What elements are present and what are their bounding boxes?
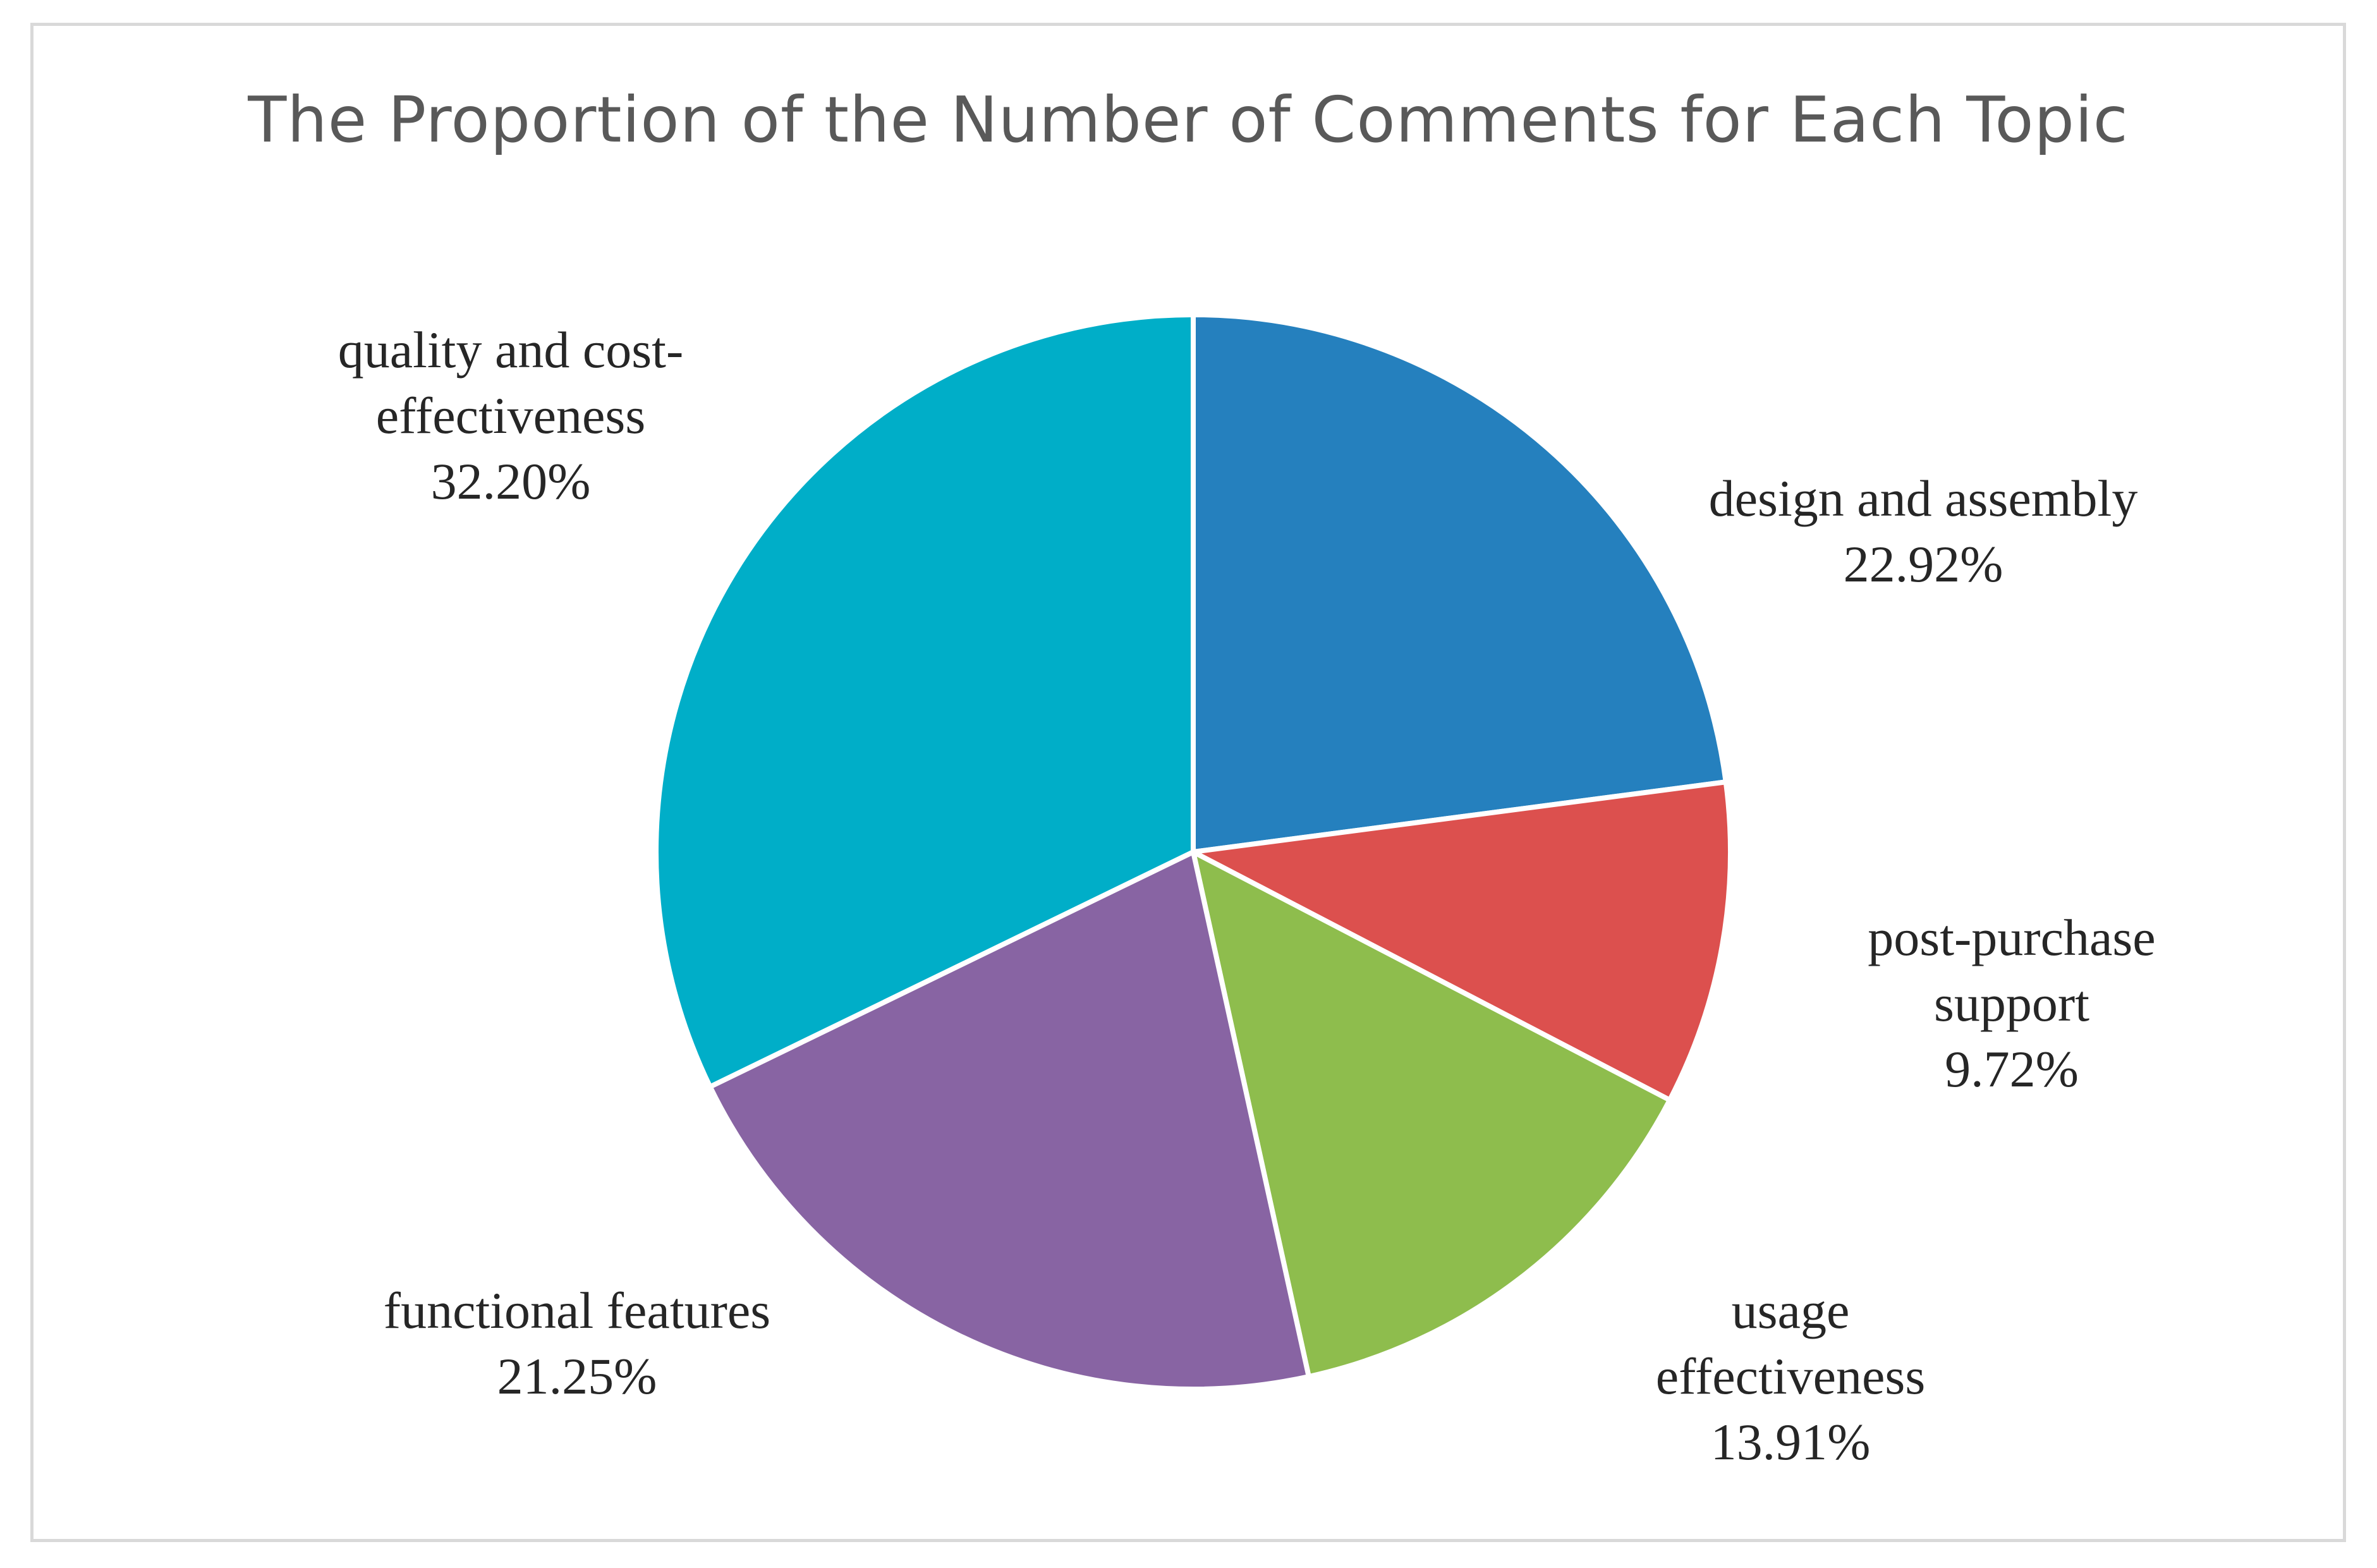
pie-slice-usage-effectiveness [1191, 849, 1672, 1380]
data-label-post-purchase-support: post-purchase support 9.72% [1868, 909, 2155, 1098]
data-label-percent: 9.72% [1945, 1040, 2079, 1098]
data-label-percent: 22.92% [1844, 535, 2003, 593]
pie-slice-design-and-assembly [1191, 312, 1729, 854]
data-label-category: design and assembly [1709, 470, 2138, 527]
data-labels: design and assembly 22.92% post-purchase su… [338, 321, 2156, 1471]
data-label-usage-effectiveness: usage effectiveness 13.91% [1656, 1282, 1926, 1471]
pie-slice-quality-and-cost-effectiveness [654, 312, 1196, 1090]
pie-slice-functional-features [707, 849, 1311, 1392]
data-label-quality-and-cost-effectiveness: quality and cost-effectiveness 32.20% [338, 321, 684, 510]
data-label-category: effectiveness [376, 387, 646, 444]
data-label-percent: 13.91% [1711, 1413, 1871, 1471]
chart-frame: The Proportion of the Number of Comments… [30, 23, 2346, 1542]
pie-slice-post-purchase-support [1191, 779, 1733, 1103]
data-label-category: post-purchase [1868, 909, 2155, 966]
pie-chart: design and assembly 22.92% post-purchase su… [338, 312, 2156, 1471]
data-label-category: quality and cost- [338, 321, 684, 379]
data-label-percent: 21.25% [497, 1347, 657, 1405]
pie-slices [654, 312, 1733, 1392]
chart-title: The Proportion of the Number of Comments… [248, 83, 2129, 157]
data-label-category: effectiveness [1656, 1347, 1926, 1405]
data-label-category: functional features [384, 1282, 770, 1339]
data-label-design-and-assembly: design and assembly 22.92% [1709, 470, 2138, 593]
data-label-category: support [1934, 975, 2089, 1032]
data-label-percent: 32.20% [431, 453, 591, 510]
data-label-category: usage [1732, 1282, 1850, 1339]
data-label-functional-features: functional features 21.25% [384, 1282, 770, 1405]
